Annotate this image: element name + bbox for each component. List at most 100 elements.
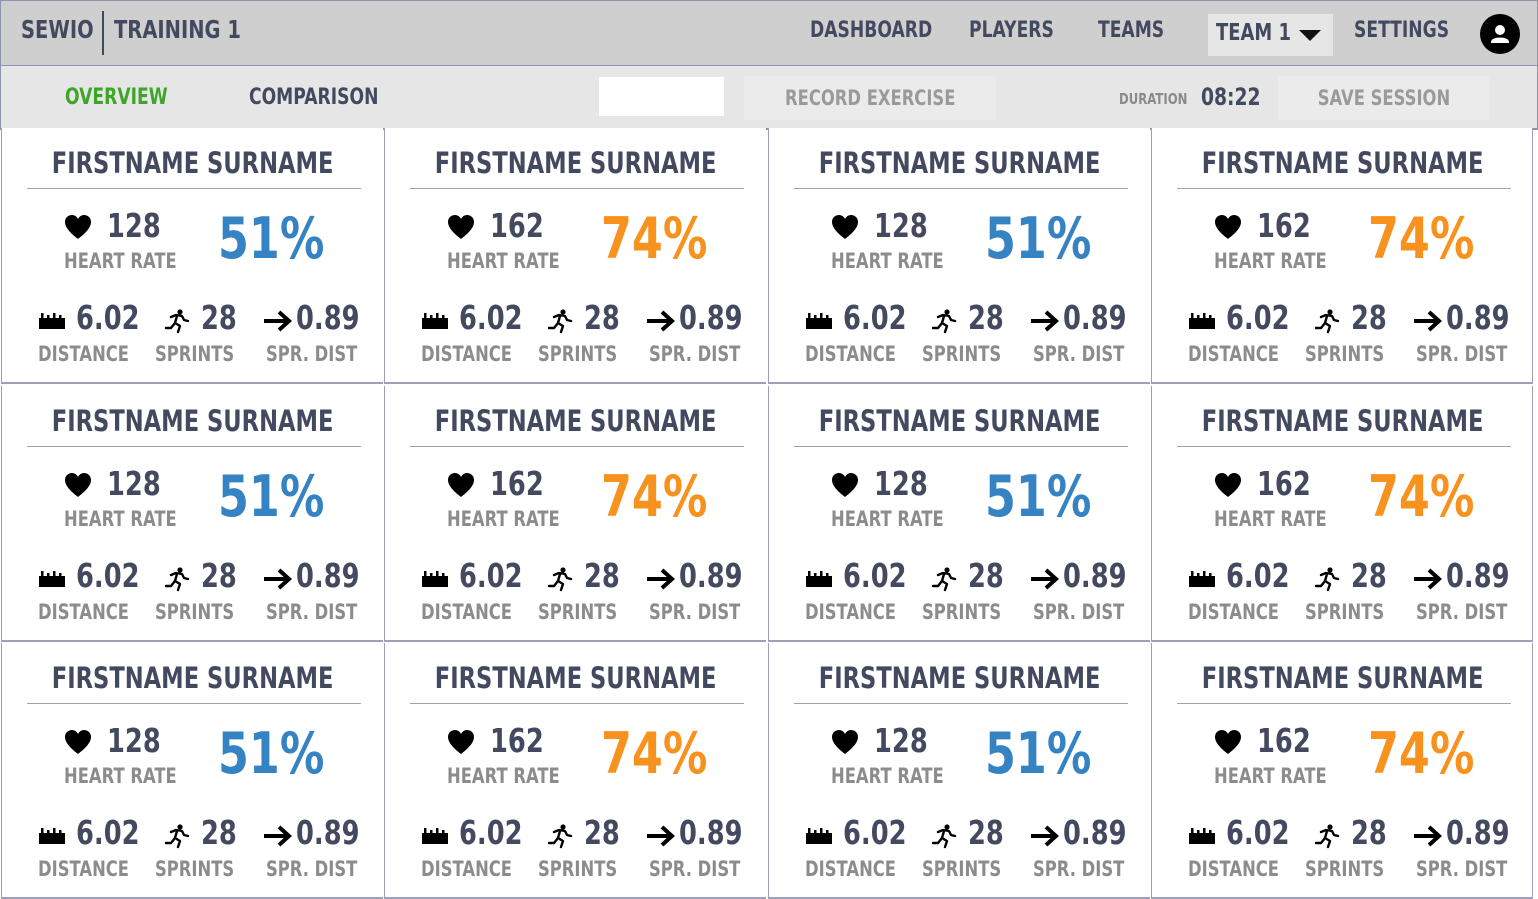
distance-label: DISTANCE	[38, 857, 155, 881]
card-divider	[410, 703, 744, 704]
player-card[interactable]: FIRSTNAME SURNAME 162 HEART RATE 74% 6.0…	[1151, 386, 1533, 642]
sprints-label-text: SPRINTS	[538, 600, 618, 624]
duration-value: 08:22	[1201, 83, 1277, 111]
sprints-value-text: 28	[968, 813, 1004, 852]
sprints-label: SPRINTS	[922, 342, 1024, 366]
intensity-percent-text: 51%	[218, 721, 325, 787]
ruler-icon	[1189, 828, 1215, 844]
sprint-distance-label: SPR. DIST	[266, 600, 383, 624]
exercise-name-input[interactable]	[599, 77, 724, 116]
sprint-distance-label-text: SPR. DIST	[1416, 857, 1508, 881]
top-bar: SEWIO TRAINING 1 DASHBOARD PLAYERS TEAMS…	[0, 0, 1538, 67]
sprint-distance-label: SPR. DIST	[1033, 600, 1150, 624]
running-icon	[931, 824, 957, 849]
sprints-label-text: SPRINTS	[922, 857, 1002, 881]
player-card[interactable]: FIRSTNAME SURNAME 162 HEART RATE 74% 6.0…	[1151, 128, 1533, 384]
tab-comparison[interactable]: COMPARISON	[249, 85, 415, 110]
player-card[interactable]: FIRSTNAME SURNAME 162 HEART RATE 74% 6.0…	[384, 386, 766, 642]
player-name-text: FIRSTNAME SURNAME	[52, 146, 334, 180]
intensity-percent-text: 51%	[218, 464, 325, 530]
heart-rate-label-text: HEART RATE	[447, 764, 560, 788]
player-name: FIRSTNAME SURNAME	[2, 661, 384, 695]
player-name: FIRSTNAME SURNAME	[2, 404, 384, 438]
heart-icon	[448, 730, 474, 754]
nav-settings[interactable]: SETTINGS	[1354, 18, 1476, 43]
heart-rate-label-text: HEART RATE	[64, 507, 177, 531]
distance-value-text: 6.02	[76, 556, 140, 595]
brand-text: SEWIO	[21, 15, 94, 44]
distance-label: DISTANCE	[421, 342, 538, 366]
player-card[interactable]: FIRSTNAME SURNAME 128 HEART RATE 51% 6.0…	[1, 128, 383, 384]
arrow-right-icon	[647, 568, 675, 590]
player-card[interactable]: FIRSTNAME SURNAME 128 HEART RATE 51% 6.0…	[768, 128, 1150, 384]
player-name-text: FIRSTNAME SURNAME	[1202, 661, 1484, 695]
player-card[interactable]: FIRSTNAME SURNAME 128 HEART RATE 51% 6.0…	[768, 386, 1150, 642]
session-toolbar: OVERVIEW COMPARISON RECORD EXERCISE DURA…	[0, 66, 1538, 130]
heart-rate-label-text: HEART RATE	[64, 764, 177, 788]
running-icon	[164, 567, 190, 592]
intensity-percent: 51%	[985, 464, 1121, 530]
user-avatar-button[interactable]	[1480, 14, 1520, 54]
sprint-distance-value: 0.89	[296, 813, 377, 852]
save-session-button[interactable]: SAVE SESSION	[1278, 76, 1489, 120]
ruler-icon	[806, 313, 832, 329]
player-card[interactable]: FIRSTNAME SURNAME 162 HEART RATE 74% 6.0…	[1151, 643, 1533, 899]
ruler-icon	[806, 571, 832, 587]
heart-icon	[832, 215, 858, 239]
player-card[interactable]: FIRSTNAME SURNAME 128 HEART RATE 51% 6.0…	[1, 386, 383, 642]
player-card[interactable]: FIRSTNAME SURNAME 162 HEART RATE 74% 6.0…	[384, 643, 766, 899]
player-card[interactable]: FIRSTNAME SURNAME 128 HEART RATE 51% 6.0…	[768, 643, 1150, 899]
sprints-label: SPRINTS	[922, 600, 1024, 624]
player-card[interactable]: FIRSTNAME SURNAME 128 HEART RATE 51% 6.0…	[1, 643, 383, 899]
team-select[interactable]: TEAM 1	[1208, 14, 1333, 56]
sprints-label-text: SPRINTS	[155, 600, 235, 624]
heart-rate-value: 128	[107, 464, 176, 503]
brand-logo[interactable]: SEWIO	[21, 15, 114, 44]
card-divider	[794, 446, 1128, 447]
sprints-label: SPRINTS	[1305, 600, 1407, 624]
player-card[interactable]: FIRSTNAME SURNAME 162 HEART RATE 74% 6.0…	[384, 128, 766, 384]
distance-label-text: DISTANCE	[805, 342, 896, 366]
ruler-icon	[39, 571, 65, 587]
distance-value: 6.02	[76, 298, 157, 337]
running-icon	[547, 567, 573, 592]
nav-dashboard[interactable]: DASHBOARD	[810, 18, 967, 43]
running-icon	[1314, 309, 1340, 334]
record-exercise-button[interactable]: RECORD EXERCISE	[744, 76, 996, 120]
sprint-distance-value: 0.89	[1446, 298, 1527, 337]
running-icon	[931, 567, 957, 592]
sprint-distance-label: SPR. DIST	[1033, 857, 1150, 881]
distance-value: 6.02	[1226, 298, 1307, 337]
intensity-percent-text: 74%	[1368, 464, 1475, 530]
heart-rate-label-text: HEART RATE	[447, 249, 560, 273]
heart-rate-label-text: HEART RATE	[1214, 249, 1327, 273]
distance-value: 6.02	[843, 813, 924, 852]
heart-rate-value: 162	[1257, 206, 1326, 245]
ruler-icon	[422, 828, 448, 844]
heart-rate-value: 128	[107, 206, 176, 245]
heart-rate-value-text: 162	[490, 721, 544, 760]
sprint-distance-label-text: SPR. DIST	[266, 342, 358, 366]
sprint-distance-value: 0.89	[1063, 556, 1144, 595]
heart-rate-label: HEART RATE	[447, 507, 592, 531]
sprints-value: 28	[584, 298, 630, 337]
player-name: FIRSTNAME SURNAME	[385, 661, 767, 695]
brand-divider	[102, 11, 104, 55]
tab-overview[interactable]: OVERVIEW	[65, 85, 197, 110]
sprint-distance-label: SPR. DIST	[1416, 600, 1533, 624]
sprint-distance-value-text: 0.89	[1063, 813, 1127, 852]
heart-rate-label: HEART RATE	[1214, 764, 1359, 788]
distance-value: 6.02	[1226, 556, 1307, 595]
sprint-distance-label: SPR. DIST	[649, 857, 766, 881]
intensity-percent: 51%	[218, 721, 354, 787]
distance-value-text: 6.02	[1226, 813, 1290, 852]
sprint-distance-value-text: 0.89	[679, 556, 743, 595]
chevron-down-icon	[1299, 30, 1321, 41]
sprints-value: 28	[201, 556, 247, 595]
sprints-label-text: SPRINTS	[922, 342, 1002, 366]
nav-teams[interactable]: TEAMS	[1098, 18, 1183, 43]
distance-value: 6.02	[76, 556, 157, 595]
heart-rate-value: 162	[490, 721, 559, 760]
nav-players[interactable]: PLAYERS	[969, 18, 1078, 43]
sprints-label: SPRINTS	[155, 342, 257, 366]
